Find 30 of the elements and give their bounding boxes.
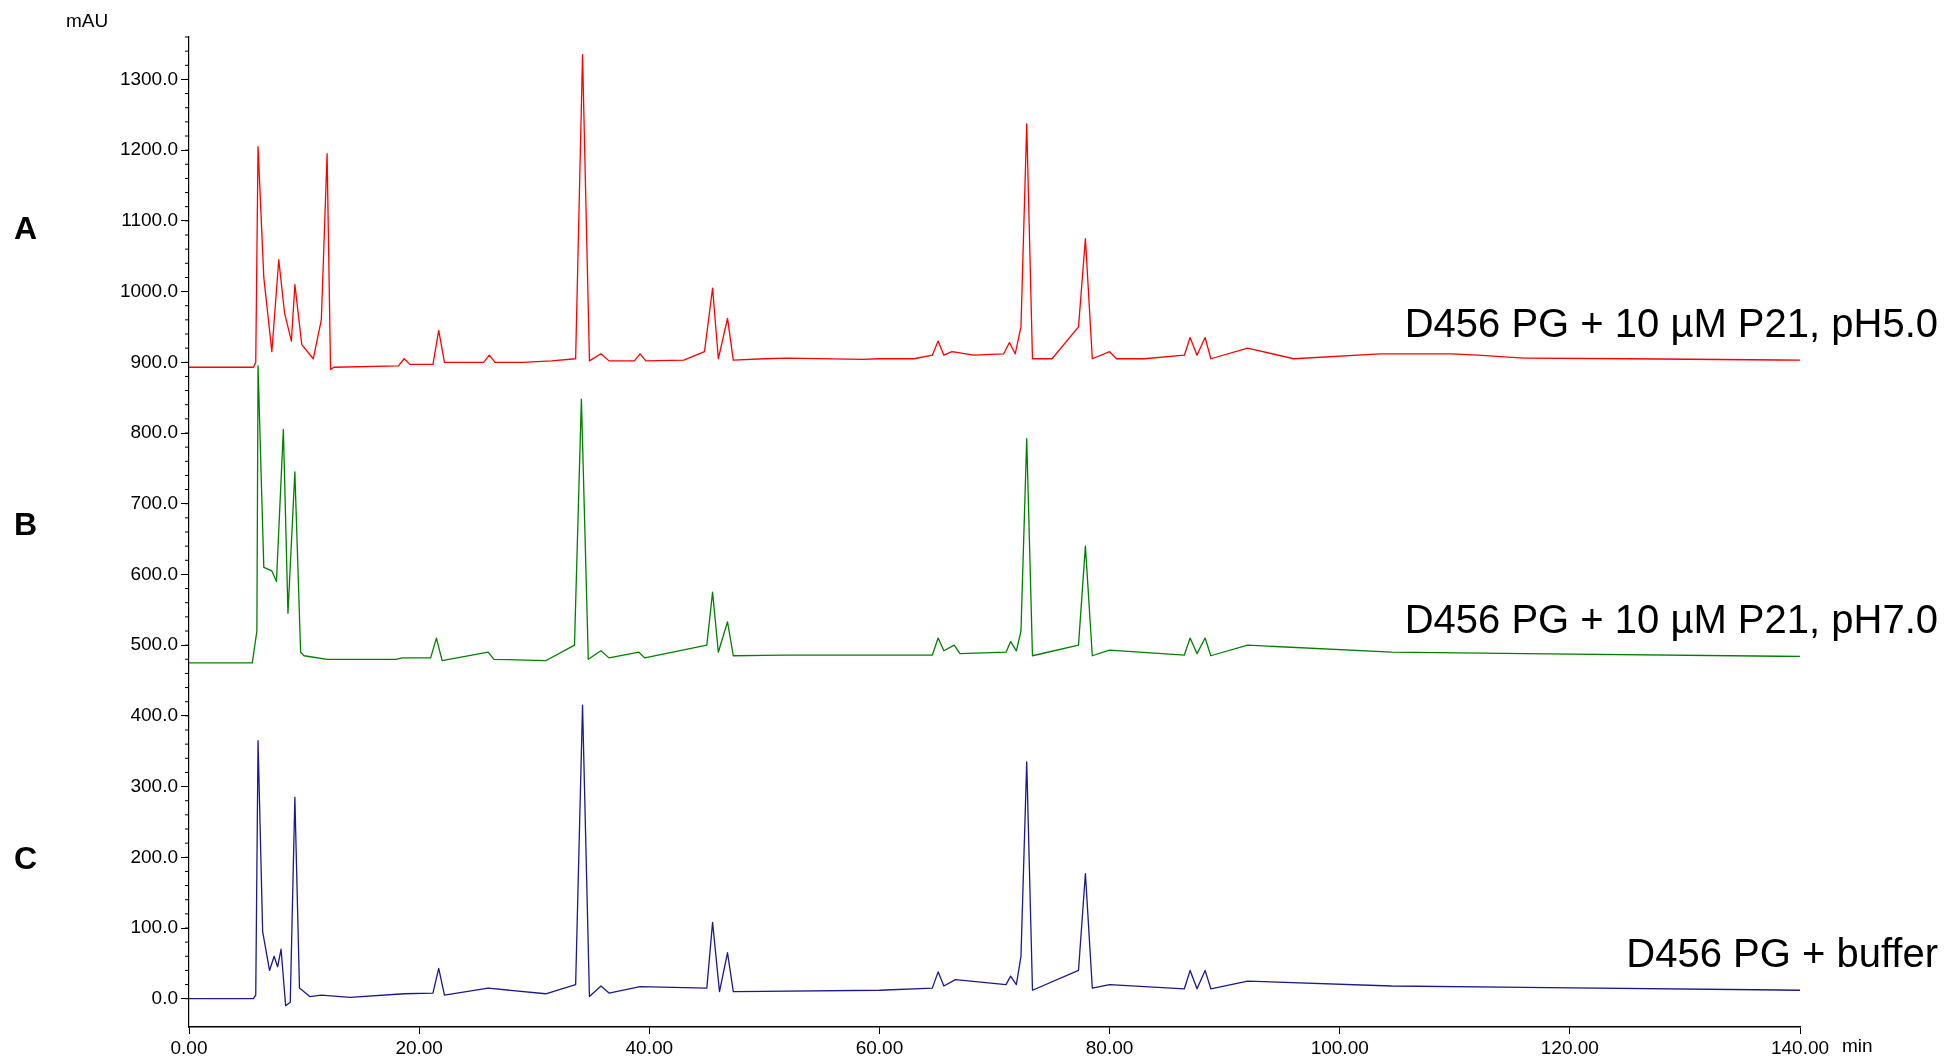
series-label: D456 PG + buffer xyxy=(1626,931,1938,976)
text: A xyxy=(14,209,38,246)
y-tick-label: 1200.0 xyxy=(119,138,178,160)
x-tick-label: 60.00 xyxy=(855,1036,904,1058)
y-tick-label: 500.0 xyxy=(130,633,178,655)
text: B xyxy=(14,506,38,543)
x-tick-label: 40.00 xyxy=(625,1036,674,1058)
y-tick-label: 300.0 xyxy=(130,774,178,796)
x-tick-label: 20.00 xyxy=(395,1036,443,1058)
y-tick-label: 200.0 xyxy=(130,845,178,867)
y-tick-label: 400.0 xyxy=(130,704,178,726)
y-tick-label: 600.0 xyxy=(130,562,178,584)
y-tick-label: 700.0 xyxy=(130,491,178,513)
x-tick-label: 0.00 xyxy=(170,1036,208,1058)
y-axis-title: mAU xyxy=(66,10,109,32)
x-tick-label: 100.00 xyxy=(1310,1036,1369,1058)
y-tick-label: 1300.0 xyxy=(119,67,178,89)
y-tick-label: 800.0 xyxy=(130,421,178,443)
y-tick-label: 100.0 xyxy=(130,916,178,938)
y-tick-label: 1100.0 xyxy=(121,209,178,231)
series-label: D456 PG + 10 µM P21, pH5.0 xyxy=(1404,301,1938,346)
y-tick-label: 900.0 xyxy=(130,350,178,372)
y-tick-label: 0.0 xyxy=(151,986,178,1008)
x-tick-label: 80.00 xyxy=(1085,1036,1134,1058)
x-tick-label: 120.00 xyxy=(1540,1036,1599,1058)
x-axis-title: min xyxy=(1842,1034,1873,1056)
text: C xyxy=(14,840,38,877)
series-label: D456 PG + 10 µM P21, pH7.0 xyxy=(1404,597,1938,642)
x-tick-label: 140.00 xyxy=(1770,1036,1830,1058)
y-tick-label: 1000.0 xyxy=(119,279,178,301)
